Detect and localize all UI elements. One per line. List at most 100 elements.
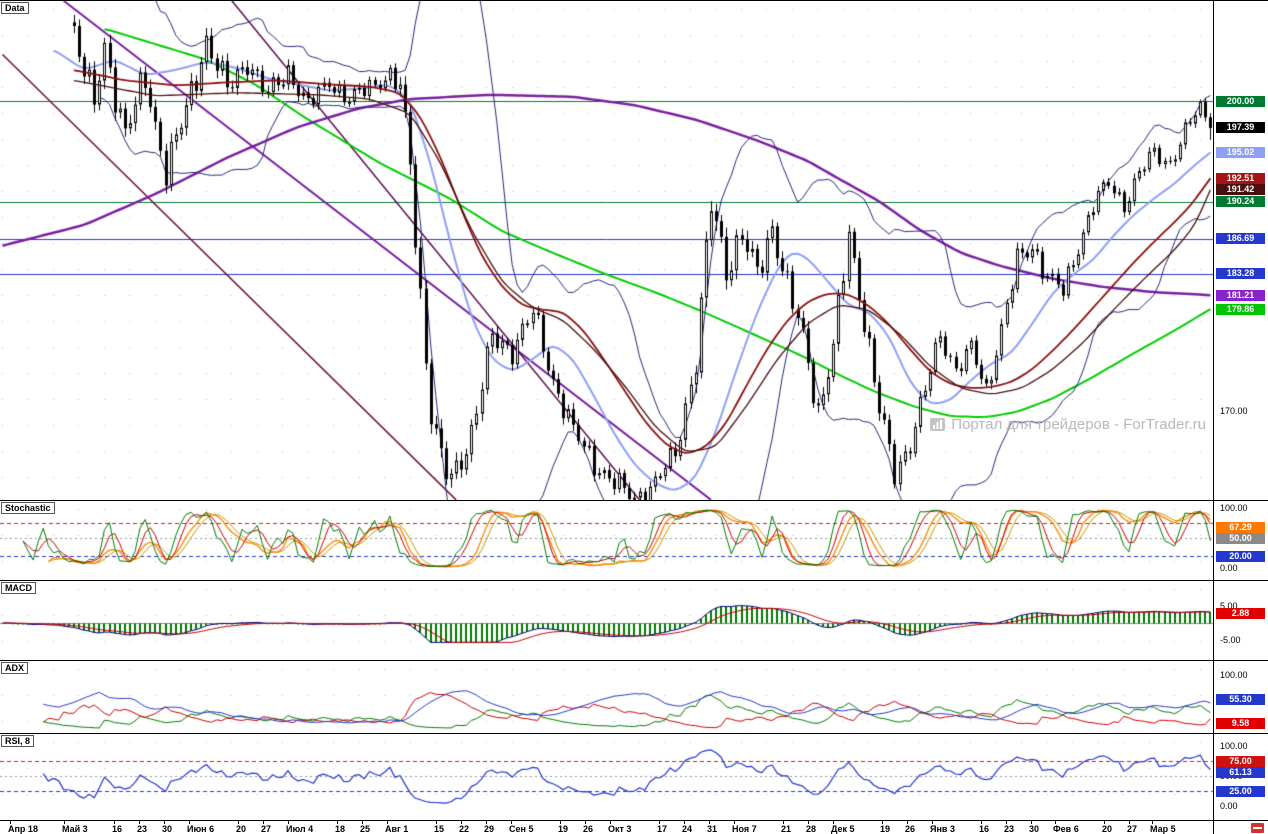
axis-tick	[981, 821, 982, 824]
axis-date-label: 18	[335, 824, 346, 834]
axis-tick	[783, 821, 784, 824]
axis-tick	[734, 821, 735, 824]
price-scale-value: 195.02	[1216, 147, 1265, 158]
axis-tick	[436, 821, 437, 824]
axis-date-label: 23	[137, 824, 148, 834]
price-scale-value: 20.00	[1216, 551, 1265, 562]
axis-date-label: Дек 5	[831, 824, 855, 834]
scale-label: 170.00	[1220, 405, 1248, 416]
axis-tick	[709, 821, 710, 824]
axis-tick	[1152, 821, 1153, 824]
axis-date-label: 26	[905, 824, 916, 834]
axis-date-label: 29	[484, 824, 495, 834]
axis-tick	[1104, 821, 1105, 824]
axis-date-label: 27	[261, 824, 272, 834]
panel-separator[interactable]	[0, 580, 1268, 581]
price-scale-value: 190.24	[1216, 196, 1265, 207]
panel-separator[interactable]	[0, 660, 1268, 661]
axis-date-label: 22	[459, 824, 470, 834]
axis-tick	[238, 821, 239, 824]
watermark-text: Портал для трейдеров - ForTrader.ru	[951, 416, 1206, 433]
axis-date-label: Мар 5	[1150, 824, 1176, 834]
axis-date-label: 19	[558, 824, 569, 834]
panel-separator[interactable]	[0, 733, 1268, 734]
axis-date-label: 30	[1029, 824, 1040, 834]
axis-date-label: 17	[657, 824, 668, 834]
price-scale-value: 61.13	[1216, 767, 1265, 778]
price-scale-divider	[1213, 1, 1214, 834]
axis-tick	[610, 821, 611, 824]
axis-tick	[808, 821, 809, 824]
axis-date-label: 30	[162, 824, 173, 834]
axis-tick	[114, 821, 115, 824]
axis-tick	[64, 821, 65, 824]
axis-date-label: 20	[1102, 824, 1113, 834]
price-scale-value: 75.00	[1216, 756, 1265, 767]
axis-date-label: Авг 1	[385, 824, 409, 834]
rsi-panel-canvas[interactable]	[0, 734, 1213, 820]
axis-date-label: Июн 6	[187, 824, 215, 834]
price-scale-value: 186.69	[1216, 233, 1265, 244]
scale-label: 100.00	[1220, 670, 1248, 680]
macd-panel-title: MACD	[1, 582, 36, 594]
axis-tick	[10, 821, 11, 824]
axis-tick	[486, 821, 487, 824]
axis-tick	[684, 821, 685, 824]
axis-date-label: 21	[781, 824, 792, 834]
price-scale-value: 50.00	[1216, 533, 1265, 544]
axis-date-label: Июл 4	[286, 824, 314, 834]
axis-tick	[585, 821, 586, 824]
axis-date-label: Сен 5	[509, 824, 534, 834]
axis-tick	[932, 821, 933, 824]
axis-tick	[907, 821, 908, 824]
price-scale-value: 9.58	[1216, 718, 1265, 729]
axis-tick	[1129, 821, 1130, 824]
axis-tick	[337, 821, 338, 824]
axis-tick	[139, 821, 140, 824]
watermark: Портал для трейдеров - ForTrader.ru	[930, 416, 1206, 433]
axis-date-label: Апр 18	[8, 824, 38, 834]
corner-logo-icon[interactable]	[1251, 823, 1264, 833]
price-chart-canvas[interactable]	[0, 1, 1213, 500]
axis-tick	[362, 821, 363, 824]
adx-panel-canvas[interactable]	[0, 661, 1213, 733]
price-scale-value: 192.51	[1216, 173, 1265, 184]
axis-date-label: Ноя 7	[732, 824, 757, 834]
fortrader-logo-icon	[930, 418, 946, 431]
scale-label: 0.00	[1220, 563, 1238, 573]
scale-label: 0.00	[1220, 801, 1238, 811]
axis-tick	[511, 821, 512, 824]
axis-date-label: 23	[1004, 824, 1015, 834]
axis-date-label: 31	[707, 824, 718, 834]
price-scale-value: 179.86	[1216, 304, 1265, 315]
axis-date-label: 15	[434, 824, 445, 834]
axis-tick	[560, 821, 561, 824]
price-scale-value: 191.42	[1216, 184, 1265, 195]
time-axis[interactable]: Апр 18 Май 3 16 23 30 Июн 6 20 27 Июл 4 18 25 Авг 1…	[0, 821, 1268, 834]
axis-tick	[164, 821, 165, 824]
scale-label: 5.00	[1220, 601, 1238, 611]
price-scale-value: 200.00	[1216, 96, 1265, 107]
scale-label: -5.00	[1220, 635, 1241, 645]
scale-label: 100.00	[1220, 741, 1248, 751]
scale-label: 100.00	[1220, 503, 1248, 513]
stochastic-panel-title: Stochastic	[1, 502, 55, 514]
price-scale[interactable]: 170.00 200.00 197.39 195.02 192.51 191.42 190.…	[1213, 1, 1268, 821]
macd-panel-canvas[interactable]	[0, 581, 1213, 660]
panel-separator[interactable]	[0, 820, 1268, 821]
axis-tick	[1055, 821, 1056, 824]
price-scale-value: 183.28	[1216, 268, 1265, 279]
price-scale-value: 181.21	[1216, 290, 1265, 301]
stochastic-panel-canvas[interactable]	[0, 501, 1213, 580]
panel-separator[interactable]	[0, 500, 1268, 501]
axis-tick	[461, 821, 462, 824]
price-scale-value: 197.39	[1216, 122, 1265, 133]
price-scale-value: 55.30	[1216, 694, 1265, 705]
axis-tick	[263, 821, 264, 824]
axis-date-label: Фев 6	[1053, 824, 1079, 834]
axis-date-label: 24	[682, 824, 693, 834]
axis-tick	[659, 821, 660, 824]
axis-date-label: Май 3	[62, 824, 88, 834]
axis-date-label: 19	[880, 824, 891, 834]
